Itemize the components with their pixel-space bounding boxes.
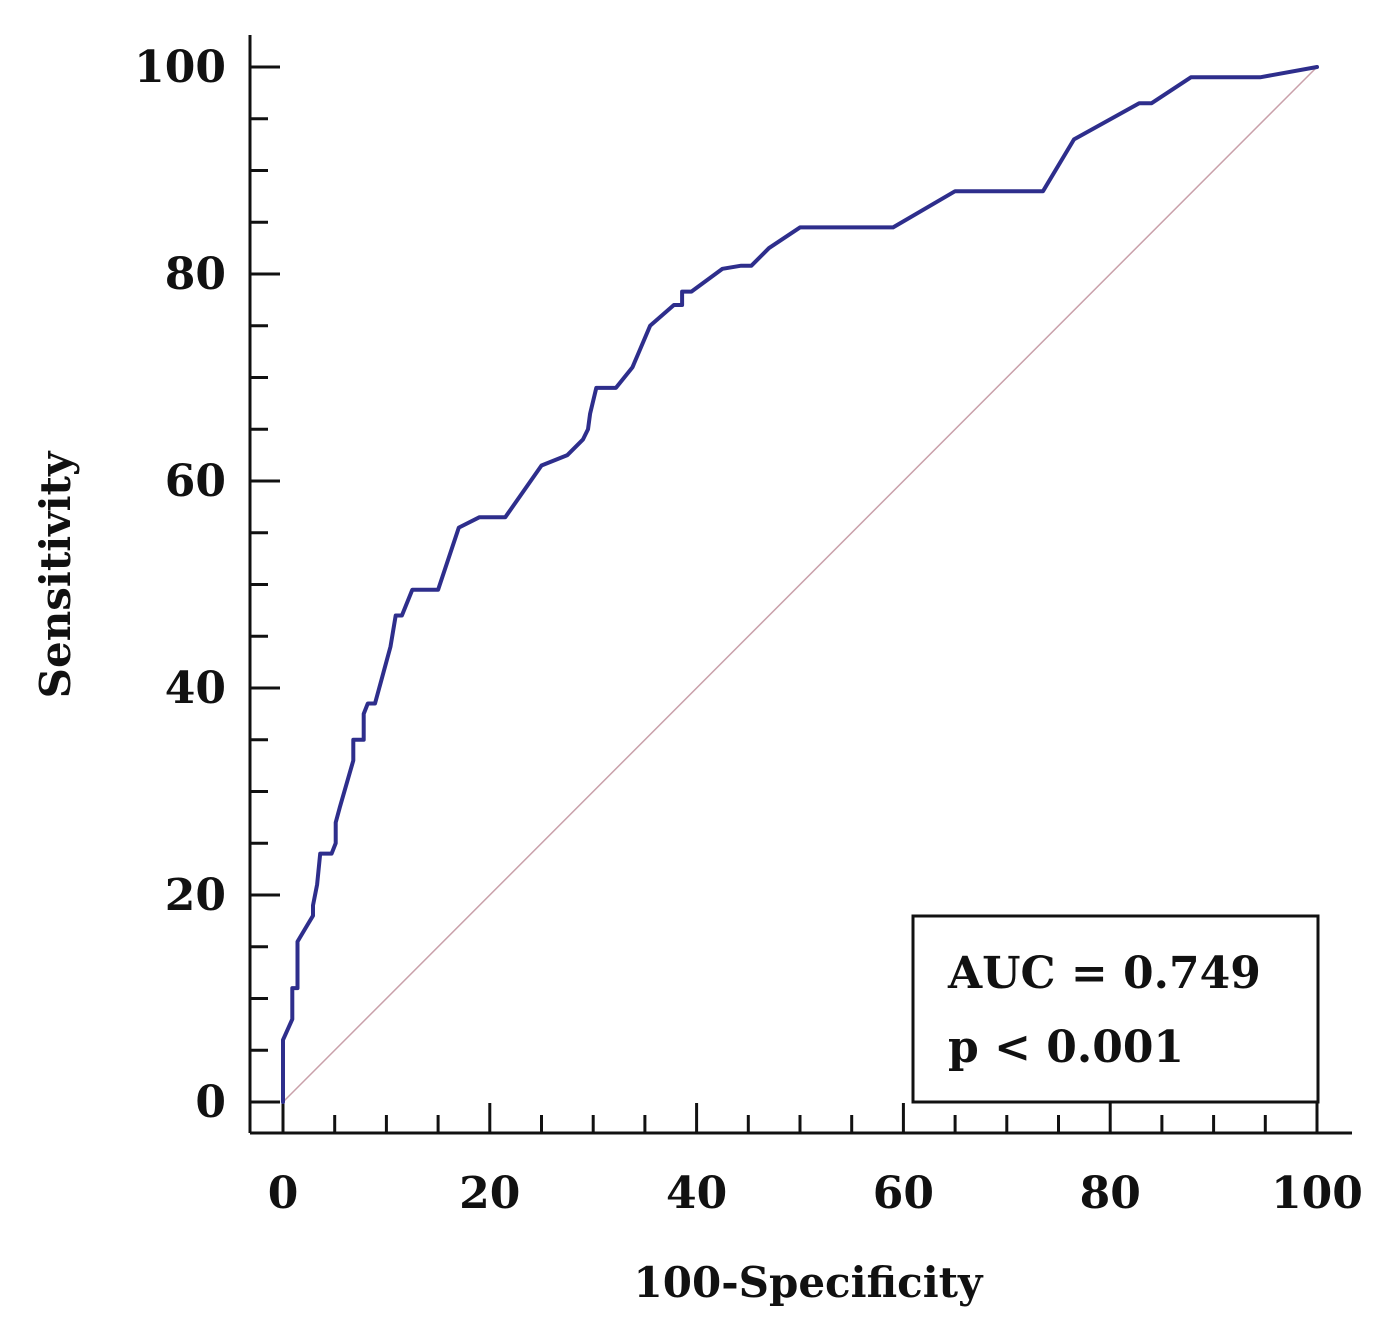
y-tick-label: 80 [165,249,226,300]
x-tick-label: 60 [873,1168,934,1219]
x-tick-label: 20 [459,1168,520,1219]
auc-annotation-box: AUC = 0.749 p < 0.001 [911,914,1320,1104]
roc-curve-line [281,65,1319,1104]
y-axis-title: Sensitivity [31,450,80,698]
p-value-text: p < 0.001 [948,1022,1184,1073]
y-tick-label: 60 [165,456,226,507]
x-tick-label: 100 [1271,1168,1363,1219]
y-tick-label: 40 [165,663,226,714]
x-tick-label: 80 [1080,1168,1141,1219]
x-axis-title: 100-Specificity [634,1258,985,1307]
y-tick-label: 100 [134,42,226,93]
auc-value-text: AUC = 0.749 [947,948,1261,999]
y-tick-labels: 0 20 40 60 80 100 [134,42,226,1128]
x-tick-labels: 0 20 40 60 80 100 [268,1168,1363,1219]
y-tick-label: 20 [165,870,226,921]
plot-area [281,65,1319,1104]
reference-diagonal-line [282,66,1318,1103]
tick-marks [250,65,1319,1133]
y-tick-label: 0 [195,1077,226,1128]
x-tick-label: 40 [666,1168,727,1219]
x-tick-label: 0 [268,1168,299,1219]
annotation-frame [911,914,1320,1104]
